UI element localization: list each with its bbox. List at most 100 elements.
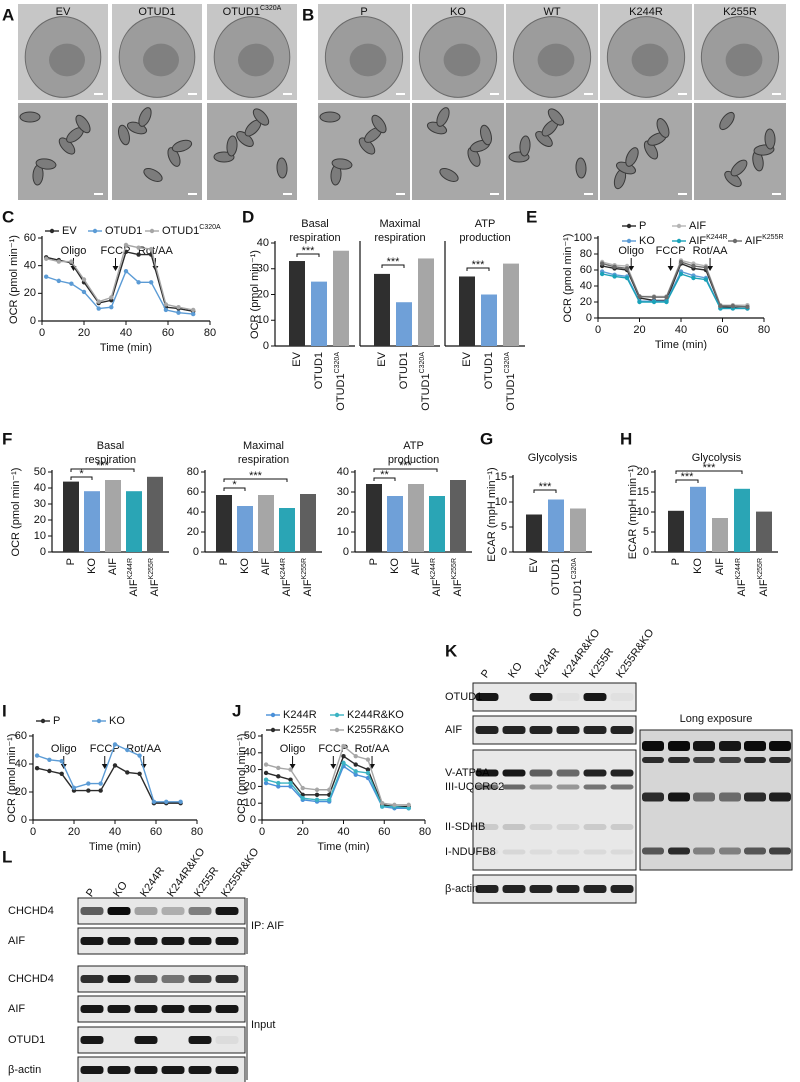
x-tick-label: EV — [376, 351, 388, 366]
mitochondrion — [764, 128, 776, 150]
x-tick-label-main: KO — [692, 558, 704, 574]
bar — [408, 484, 424, 552]
mitochondrion — [436, 107, 450, 127]
y-axis-title: OCR (pmol min⁻¹) — [236, 734, 248, 823]
legend-label: AIF — [689, 220, 706, 232]
data-point — [353, 762, 358, 767]
band — [744, 757, 766, 763]
data-point — [353, 769, 358, 774]
y-tick-label: 10 — [637, 506, 649, 518]
data-point — [59, 771, 64, 776]
band — [556, 885, 580, 893]
y-tick-label: 30 — [337, 486, 349, 498]
legend-marker — [40, 718, 46, 724]
y-axis-title: ECAR (mpH min⁻¹) — [627, 465, 639, 559]
data-point — [34, 753, 40, 758]
data-point — [664, 299, 669, 305]
bar — [333, 250, 349, 346]
bar — [418, 258, 434, 346]
x-tick-label-sup: K244R — [430, 558, 437, 579]
x-tick-label-main: OTUD1 — [313, 352, 325, 389]
nucleus — [143, 43, 179, 77]
x-tick-label: OTUD1 — [550, 558, 562, 595]
legend-label-main: K244R&KO — [347, 709, 404, 721]
band — [134, 937, 158, 945]
band — [502, 726, 526, 734]
micrograph-label-main: EV — [56, 6, 71, 18]
micrograph — [112, 103, 202, 200]
band — [475, 824, 499, 830]
data-point — [637, 299, 642, 305]
significance-label: *** — [681, 471, 695, 483]
x-tick-label-sup: K255R — [451, 558, 458, 579]
band — [610, 769, 634, 777]
y-tick-label: 80 — [580, 248, 592, 260]
band — [502, 769, 526, 777]
significance-label: *** — [472, 259, 486, 271]
data-point — [178, 799, 183, 804]
x-tick-label-sup: K255R — [757, 558, 764, 579]
legend-marker — [626, 238, 632, 244]
data-point — [81, 289, 87, 295]
significance-label: *** — [302, 245, 316, 257]
y-tick-label: 0 — [40, 546, 46, 558]
data-point — [599, 271, 605, 277]
band — [583, 849, 607, 855]
legend-label-main: OTUD1 — [162, 225, 199, 237]
y-tick-label: 60 — [187, 486, 199, 498]
x-tick-label: OTUD1 — [483, 352, 495, 389]
x-tick-label-sup: K244R — [280, 558, 287, 579]
band — [719, 757, 741, 763]
x-tick-label-main: AIF — [758, 579, 770, 596]
data-point — [327, 797, 332, 803]
arrow-head — [667, 266, 674, 271]
data-point — [380, 801, 385, 806]
bar — [668, 510, 684, 552]
x-tick-label-main: KO — [389, 558, 401, 574]
y-tick-label: 0 — [501, 546, 507, 558]
significance-bracket — [373, 468, 438, 472]
mitochondrion — [319, 111, 341, 123]
significance-bracket — [296, 253, 320, 257]
band — [80, 975, 104, 983]
y-tick-label: 50 — [244, 730, 256, 742]
x-tick-label: 40 — [675, 324, 687, 336]
x-tick-label: EV — [461, 351, 473, 366]
band — [502, 849, 526, 855]
x-axis-title: Time (min) — [89, 841, 141, 853]
x-tick-label: 0 — [259, 826, 265, 838]
band — [215, 1066, 239, 1074]
x-tick-label: KO — [86, 558, 98, 574]
data-point — [151, 799, 157, 804]
y-tick-label: 20 — [244, 780, 256, 792]
panel-label: I — [2, 701, 7, 720]
blot-frame — [77, 1026, 246, 1054]
data-point — [353, 753, 358, 759]
legend-label-main: K255R — [283, 724, 317, 736]
bar — [712, 518, 728, 552]
band — [215, 975, 239, 983]
x-tick-label: AIF — [410, 558, 422, 575]
y-axis-title: OCR (pmol min⁻¹) — [10, 468, 22, 557]
y-axis-title: ECAR (mpH min⁻¹) — [486, 467, 498, 561]
x-tick-label: P — [65, 558, 77, 565]
band — [80, 1066, 104, 1074]
y-tick-label: 0 — [586, 312, 592, 324]
mitochondrion — [575, 157, 587, 179]
x-tick-label: 0 — [30, 826, 36, 838]
band — [188, 1036, 212, 1044]
band — [215, 937, 239, 945]
band — [556, 784, 580, 790]
y-tick-label: 10 — [337, 526, 349, 538]
band — [502, 784, 526, 790]
band — [80, 907, 104, 915]
data-point — [191, 307, 196, 313]
micrograph-label-main: K244R — [629, 6, 663, 18]
panel-label: E — [526, 207, 537, 226]
data-point — [34, 766, 40, 771]
data-point — [176, 304, 181, 310]
significance-label: *** — [249, 470, 263, 482]
micrograph-label: OTUD1C320A — [223, 5, 282, 18]
band — [475, 726, 499, 734]
data-point — [86, 781, 91, 786]
